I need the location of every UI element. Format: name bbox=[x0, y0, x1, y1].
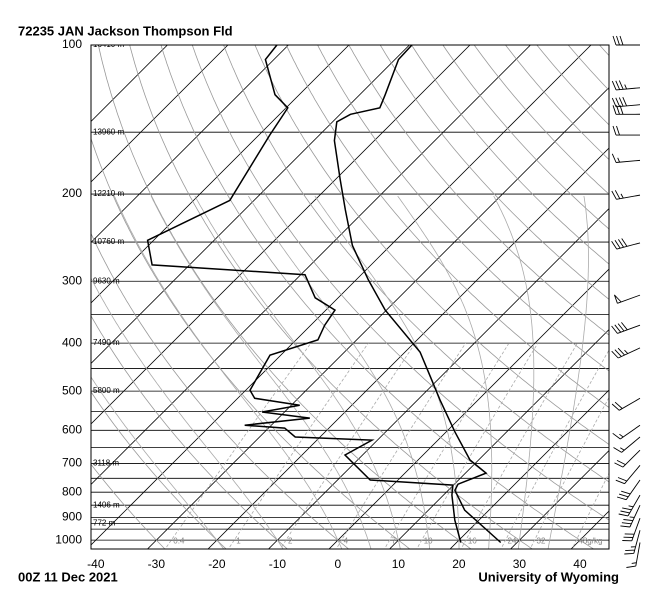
mixing-ratio-line bbox=[529, 343, 639, 551]
mixing-ratio-line bbox=[279, 343, 415, 551]
moist-adiabat bbox=[55, 196, 286, 553]
dry-adiabat bbox=[0, 45, 167, 551]
dry-adiabat bbox=[568, 45, 665, 551]
x-tick-label: 10 bbox=[392, 557, 406, 571]
x-tick-label: 0 bbox=[335, 557, 342, 571]
wind-barb bbox=[622, 518, 640, 541]
x-tick-label: 20 bbox=[452, 557, 466, 571]
dry-adiabat bbox=[474, 45, 665, 551]
isotherm bbox=[0, 45, 470, 551]
isotherm bbox=[0, 45, 288, 551]
isotherm bbox=[145, 45, 651, 551]
axes: 1002003004005006007008009001000-40-30-20… bbox=[55, 37, 587, 571]
isotherm bbox=[0, 45, 167, 551]
height-label: 9630 m bbox=[93, 276, 120, 285]
wind-barb bbox=[626, 543, 640, 568]
footer-source: University of Wyoming bbox=[478, 569, 619, 584]
dry-adiabat bbox=[318, 45, 665, 551]
height-label: 7490 m bbox=[93, 338, 120, 347]
mixing-ratio-label: 2 bbox=[288, 536, 293, 545]
height-label: 772 m bbox=[93, 518, 116, 527]
y-tick-label: 600 bbox=[62, 422, 82, 436]
wind-barb bbox=[616, 465, 640, 483]
y-tick-label: 300 bbox=[62, 273, 82, 287]
wind-barb bbox=[614, 295, 640, 303]
wind-barb bbox=[612, 81, 640, 90]
wind-barb bbox=[612, 322, 640, 333]
dry-adiabat bbox=[4, 45, 289, 551]
dry-adiabat bbox=[67, 45, 413, 551]
mixing-ratio-label: 16 bbox=[468, 536, 477, 545]
dry-adiabat bbox=[412, 45, 665, 551]
dry-adiabat bbox=[0, 45, 228, 551]
y-tick-label: 1000 bbox=[55, 532, 82, 546]
mixing-ratio-label: 10 bbox=[424, 536, 433, 545]
moist-adiabat bbox=[248, 196, 430, 553]
wind-barb bbox=[612, 154, 640, 163]
mixing-ratio-label: 32 bbox=[537, 536, 546, 545]
mixing-ratio-label: 7 bbox=[392, 536, 397, 545]
mixing-ratio-line bbox=[571, 343, 665, 551]
isotherm bbox=[0, 45, 409, 551]
y-tick-label: 700 bbox=[62, 456, 82, 470]
y-tick-label: 500 bbox=[62, 383, 82, 397]
y-tick-label: 800 bbox=[62, 484, 82, 498]
mixing-ratio-label: 24 bbox=[508, 536, 517, 545]
temperature-line bbox=[334, 45, 500, 543]
dry-adiabat bbox=[537, 45, 665, 551]
wind-barb bbox=[614, 437, 641, 452]
dry-adiabat bbox=[224, 45, 665, 551]
dry-adiabat bbox=[286, 45, 665, 551]
height-label: 10760 m bbox=[93, 237, 124, 246]
height-label: 13960 m bbox=[93, 127, 124, 136]
dry-adiabat bbox=[380, 45, 665, 551]
wind-barb bbox=[612, 348, 640, 358]
x-tick-label: -10 bbox=[269, 557, 287, 571]
x-tick-label: 30 bbox=[513, 557, 527, 571]
height-label: 3118 m bbox=[93, 459, 119, 468]
wind-barb bbox=[612, 398, 640, 410]
mixing-ratio-line bbox=[335, 343, 466, 551]
wind-barb bbox=[612, 239, 640, 250]
footer-date: 00Z 11 Dec 2021 bbox=[18, 569, 118, 584]
y-tick-label: 900 bbox=[62, 510, 82, 524]
wind-barb bbox=[613, 36, 640, 45]
dry-adiabat bbox=[36, 45, 352, 551]
x-tick-label: -40 bbox=[87, 557, 105, 571]
height-label: 5800 m bbox=[93, 386, 120, 395]
wind-barb bbox=[615, 450, 641, 467]
dry-adiabat bbox=[506, 45, 665, 551]
mixing-ratio-label: 48g/kg bbox=[578, 536, 602, 545]
wind-barb bbox=[613, 105, 640, 114]
y-tick-label: 100 bbox=[62, 37, 82, 51]
moist-adiabat bbox=[398, 196, 492, 553]
height-label: 1406 m bbox=[93, 500, 120, 509]
wind-barb bbox=[617, 480, 640, 500]
wind-barb bbox=[612, 190, 640, 199]
isotherm bbox=[0, 45, 228, 551]
isotherm bbox=[206, 45, 665, 551]
wind-barb bbox=[613, 425, 640, 439]
x-tick-label: -20 bbox=[208, 557, 226, 571]
y-tick-label: 200 bbox=[62, 186, 82, 200]
isotherm bbox=[387, 45, 665, 551]
dry-adiabat bbox=[130, 45, 536, 551]
dry-adiabat bbox=[192, 45, 658, 551]
chart-title: 72235 JAN Jackson Thompson Fld bbox=[18, 23, 233, 38]
dewpoint-line bbox=[148, 45, 461, 543]
height-label: 12210 m bbox=[93, 189, 124, 198]
x-tick-label: -30 bbox=[148, 557, 166, 571]
isotherm bbox=[0, 45, 349, 551]
y-tick-label: 400 bbox=[62, 335, 82, 349]
mixing-ratio-label: 4 bbox=[344, 536, 349, 545]
mixing-ratio-label: 1 bbox=[236, 536, 241, 545]
x-tick-label: 40 bbox=[573, 557, 587, 571]
mixing-ratio-label: 0.4 bbox=[173, 536, 185, 545]
wind-barbs bbox=[612, 36, 640, 568]
wind-barb bbox=[613, 126, 640, 135]
